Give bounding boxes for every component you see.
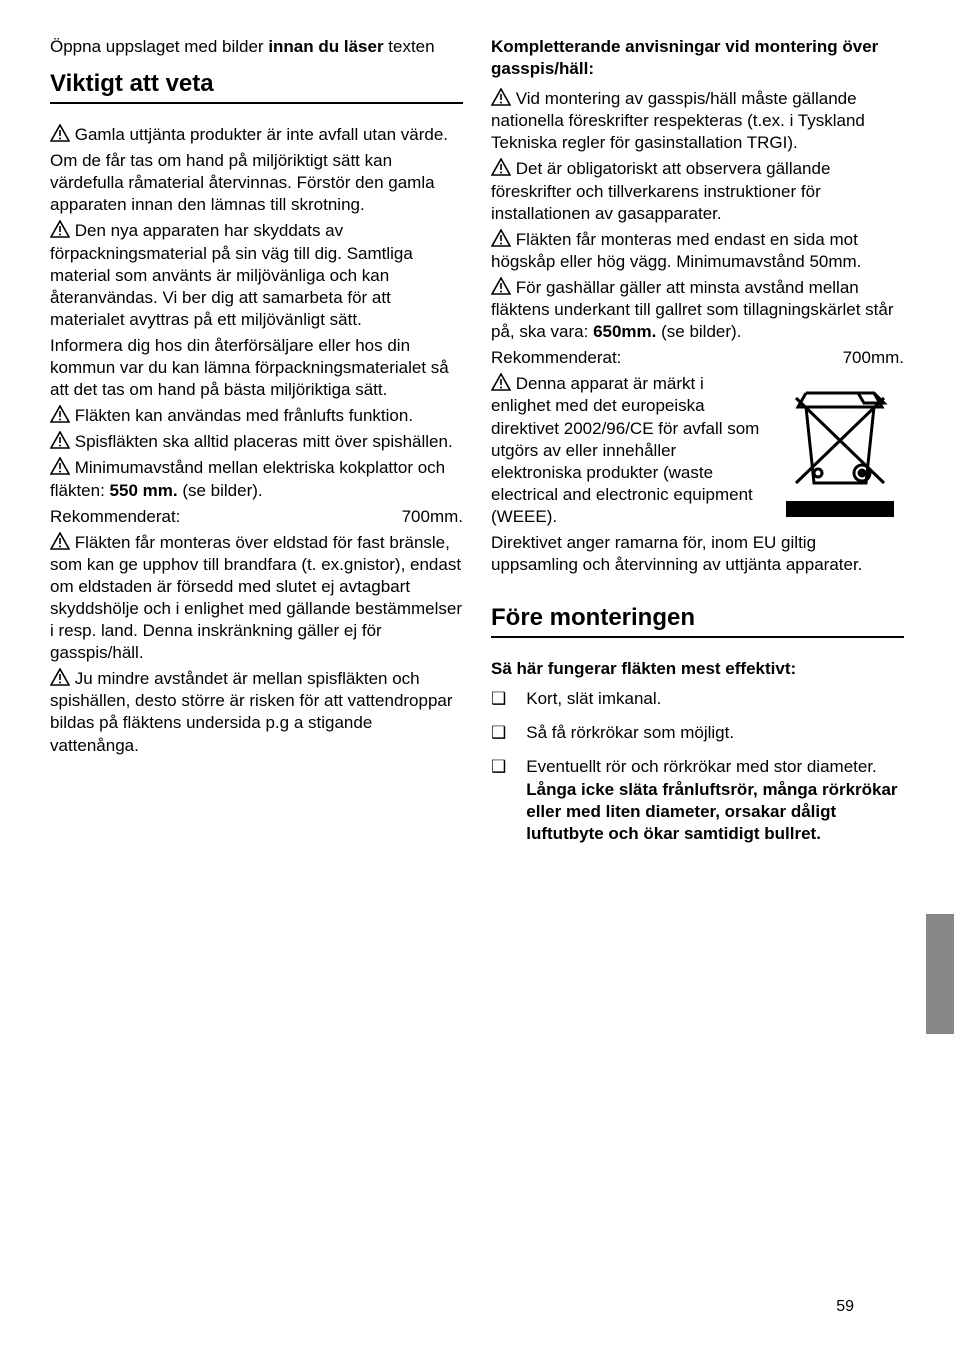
paragraph: Informera dig hos din återförsäljare ell… <box>50 335 463 401</box>
warning-icon <box>50 457 70 475</box>
bullet-list: ❑ Kort, slät imkanal. ❑ Så få rörkrökar … <box>491 688 904 845</box>
side-tab <box>926 914 954 1034</box>
warning-icon <box>50 532 70 550</box>
page-number: 59 <box>836 1298 854 1316</box>
recommended-row: Rekommenderat: 700mm. <box>50 506 463 528</box>
text-fragment-bold: Långa icke släta frånluftsrör, många rör… <box>526 780 897 843</box>
text-fragment-bold: 550 mm. <box>110 481 178 500</box>
text-fragment: (se bilder). <box>178 481 263 500</box>
text-fragment: Det är obligatoriskt att observera gälla… <box>491 159 830 222</box>
recommended-value: 700mm. <box>843 347 904 369</box>
text-fragment: Spisfläkten ska alltid placeras mitt öve… <box>75 432 453 451</box>
weee-icon <box>776 373 904 523</box>
text-fragment: Fläkten får monteras med endast en sida … <box>491 230 861 271</box>
warning-icon <box>50 431 70 449</box>
section-heading: Före monteringen <box>491 604 904 638</box>
recommended-value: 700mm. <box>402 506 463 528</box>
square-bullet-icon: ❑ <box>491 756 506 844</box>
square-bullet-icon: ❑ <box>491 688 506 710</box>
paragraph: Spisfläkten ska alltid placeras mitt öve… <box>50 431 463 453</box>
paragraph: Det är obligatoriskt att observera gälla… <box>491 158 904 224</box>
list-item: ❑ Eventuellt rör och rörkrökar med stor … <box>491 756 904 844</box>
paragraph: Minimumavstånd mellan elektriska kokplat… <box>50 457 463 501</box>
section-heading: Viktigt att veta <box>50 70 463 104</box>
text-fragment: Gamla uttjänta produkter är inte avfall … <box>75 125 448 144</box>
list-item: ❑ Så få rörkrökar som möjligt. <box>491 722 904 744</box>
sub-heading: Kompletterande anvisningar vid montering… <box>491 36 904 80</box>
warning-icon <box>491 229 511 247</box>
text-fragment: Öppna uppslaget med bilder <box>50 37 268 56</box>
paragraph: Fläkten kan användas med frånlufts funkt… <box>50 405 463 427</box>
recommended-label: Rekommenderat: <box>491 347 621 369</box>
warning-icon <box>50 405 70 423</box>
warning-icon <box>50 124 70 142</box>
text-fragment: Eventuellt rör och rörkrökar med stor di… <box>526 757 877 776</box>
left-column: Öppna uppslaget med bilder innan du läse… <box>50 36 463 857</box>
sub-heading: Sä här fungerar fläkten mest effektivt: <box>491 658 904 680</box>
text-fragment: Fläkten kan användas med frånlufts funkt… <box>75 406 413 425</box>
right-column: Kompletterande anvisningar vid montering… <box>491 36 904 857</box>
page: Öppna uppslaget med bilder innan du läse… <box>50 36 904 1336</box>
paragraph: Den nya apparaten har skyddats av förpac… <box>50 220 463 330</box>
paragraph: Om de får tas om hand på miljöriktigt sä… <box>50 150 463 216</box>
pre-title-text: Öppna uppslaget med bilder innan du läse… <box>50 36 463 58</box>
text-fragment-bold: 650mm. <box>593 322 656 341</box>
weee-block: Denna apparat är märkt i enlighet med de… <box>491 373 904 532</box>
text-fragment: (se bilder). <box>656 322 741 341</box>
paragraph: Direktivet anger ramarna för, inom EU gi… <box>491 532 904 576</box>
recommended-row: Rekommenderat: 700mm. <box>491 347 904 369</box>
paragraph: För gashällar gäller att minsta avstånd … <box>491 277 904 343</box>
list-item: ❑ Kort, slät imkanal. <box>491 688 904 710</box>
list-item-text: Eventuellt rör och rörkrökar med stor di… <box>526 756 904 844</box>
paragraph: Ju mindre avståndet är mellan spisfläkte… <box>50 668 463 756</box>
text-fragment: texten <box>384 37 435 56</box>
text-fragment: Vid montering av gasspis/häll måste gäll… <box>491 89 865 152</box>
paragraph: Fläkten får monteras med endast en sida … <box>491 229 904 273</box>
square-bullet-icon: ❑ <box>491 722 506 744</box>
warning-icon <box>50 668 70 686</box>
text-fragment-bold: innan du läser <box>268 37 383 56</box>
text-fragment: Fläkten får monteras över eldstad för fa… <box>50 533 462 662</box>
warning-icon <box>491 88 511 106</box>
recommended-label: Rekommenderat: <box>50 506 180 528</box>
list-item-text: Så få rörkrökar som möjligt. <box>526 722 904 744</box>
warning-icon <box>491 373 511 391</box>
warning-icon <box>50 220 70 238</box>
weee-figure <box>776 373 904 528</box>
warning-icon <box>491 158 511 176</box>
paragraph: Fläkten får monteras över eldstad för fa… <box>50 532 463 665</box>
paragraph: Gamla uttjänta produkter är inte avfall … <box>50 124 463 146</box>
text-fragment: Denna apparat är märkt i enlighet med de… <box>491 374 759 526</box>
list-item-text: Kort, slät imkanal. <box>526 688 904 710</box>
warning-icon <box>491 277 511 295</box>
text-fragment: Ju mindre avståndet är mellan spisfläkte… <box>50 669 453 754</box>
paragraph: Vid montering av gasspis/häll måste gäll… <box>491 88 904 154</box>
two-column-layout: Öppna uppslaget med bilder innan du läse… <box>50 36 904 857</box>
text-fragment: Den nya apparaten har skyddats av förpac… <box>50 221 413 328</box>
